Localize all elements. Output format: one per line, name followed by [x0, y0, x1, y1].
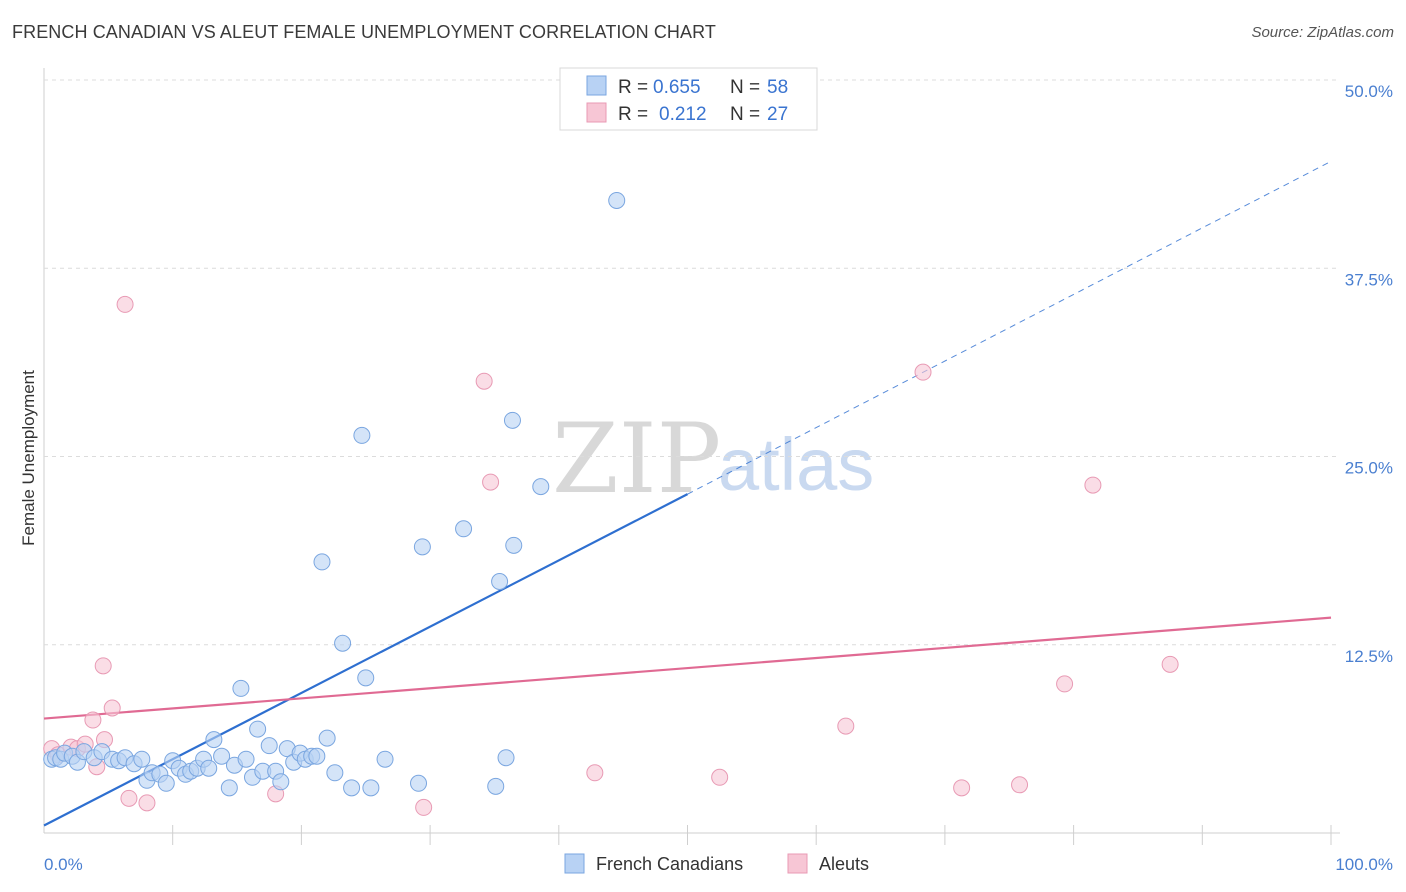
x-tick-marks — [172, 825, 1332, 845]
legend-swatch-pink — [586, 102, 607, 123]
french-canadians-point-54 — [455, 520, 473, 538]
source-label: Source: ZipAtlas.com — [1251, 24, 1394, 41]
french-canadians-point-29 — [232, 679, 250, 697]
french-canadians-point-32 — [249, 720, 267, 738]
legend-bottom: French Canadians Aleuts — [564, 853, 869, 874]
aleuts-point-19 — [837, 717, 855, 735]
aleuts-point-15 — [475, 372, 493, 390]
legend-n-label-2: N = — [730, 104, 760, 125]
legend-r-label-2: R = — [618, 104, 648, 125]
aleuts-point-14 — [415, 798, 433, 816]
legend-n-value-2: 27 — [767, 104, 788, 125]
french-canadians-point-55 — [487, 777, 505, 795]
y-tick-label-1: 25.0% — [1345, 459, 1393, 478]
french-canadians-point-34 — [260, 737, 278, 755]
bottom-legend-swatch-blue — [564, 853, 585, 874]
french-canadians-point-50 — [362, 779, 380, 797]
aleuts-point-20 — [914, 363, 932, 381]
french-canadians-point-43 — [313, 553, 331, 571]
aleuts-trend-line — [43, 616, 1332, 720]
y-tick-label-0: 12.5% — [1345, 647, 1393, 666]
aleuts-point-16 — [482, 473, 500, 491]
aleuts-point-12 — [138, 794, 156, 812]
legend-swatch-blue — [586, 75, 607, 96]
french-canadians-point-58 — [503, 411, 521, 429]
aleuts-point-24 — [1084, 476, 1102, 494]
legend-n-value-1: 58 — [767, 77, 788, 98]
legend-r-value-2: 0.212 — [659, 104, 707, 125]
legend-top: R = 0.655 N = 58 R = 0.212 N = 27 — [559, 67, 818, 131]
bottom-legend-swatch-pink — [787, 853, 808, 874]
french-canadians-point-30 — [237, 750, 255, 768]
french-canadians-point-48 — [353, 426, 371, 444]
french-canadians-point-59 — [505, 536, 523, 554]
french-canadians-point-53 — [413, 538, 431, 556]
aleuts-point-7 — [94, 657, 112, 675]
french-canadians-point-61 — [608, 191, 626, 209]
y-tick-label-3: 50.0% — [1345, 82, 1393, 101]
aleuts-point-22 — [1011, 776, 1029, 794]
y-axis-label: Female Unemployment — [19, 370, 38, 546]
french-canadians-point-24 — [200, 759, 218, 777]
aleuts-point-10 — [120, 789, 138, 807]
watermark-atlas: atlas — [718, 423, 874, 506]
legend-n-label-1: N = — [730, 77, 760, 98]
french-canadians-point-44 — [318, 729, 336, 747]
x-tick-label-min: 0.0% — [44, 855, 83, 874]
watermark-zip: ZIP — [552, 403, 721, 515]
french-canadians-point-42 — [308, 747, 326, 765]
aleuts-point-5 — [84, 711, 102, 729]
legend-r-value-1: 0.655 — [653, 77, 701, 98]
french-canadians-point-27 — [220, 779, 238, 797]
french-canadians-points — [43, 191, 626, 797]
aleuts-point-11 — [116, 295, 134, 313]
french-canadians-point-47 — [343, 779, 361, 797]
french-canadians-point-45 — [326, 764, 344, 782]
aleuts-point-21 — [953, 779, 971, 797]
y-tick-labels: 12.5% 25.0% 37.5% 50.0% — [1345, 82, 1393, 666]
legend-r-label-1: R = — [618, 77, 648, 98]
aleuts-point-25 — [1161, 655, 1179, 673]
french-canadians-point-13 — [133, 750, 151, 768]
french-canadians-point-49 — [357, 669, 375, 687]
french-canadians-point-52 — [410, 774, 428, 792]
x-tick-label-max: 100.0% — [1335, 855, 1393, 874]
aleuts-point-23 — [1056, 675, 1074, 693]
french-canadians-point-56 — [491, 572, 509, 590]
french-canadians-point-26 — [213, 747, 231, 765]
french-canadians-point-17 — [157, 774, 175, 792]
french-canadians-point-51 — [376, 750, 394, 768]
aleuts-point-17 — [586, 764, 604, 782]
bottom-legend-label-2: Aleuts — [819, 854, 869, 874]
french-canadians-point-57 — [497, 749, 515, 767]
bottom-legend-label-1: French Canadians — [596, 854, 743, 874]
french-canadians-point-60 — [532, 478, 550, 496]
french-canadians-point-36 — [272, 773, 290, 791]
y-tick-label-2: 37.5% — [1345, 270, 1393, 289]
french-canadians-point-25 — [205, 731, 223, 749]
chart-title: FRENCH CANADIAN VS ALEUT FEMALE UNEMPLOY… — [12, 22, 716, 42]
aleuts-point-9 — [103, 699, 121, 717]
aleuts-point-18 — [711, 768, 729, 786]
french-canadians-point-46 — [334, 634, 352, 652]
